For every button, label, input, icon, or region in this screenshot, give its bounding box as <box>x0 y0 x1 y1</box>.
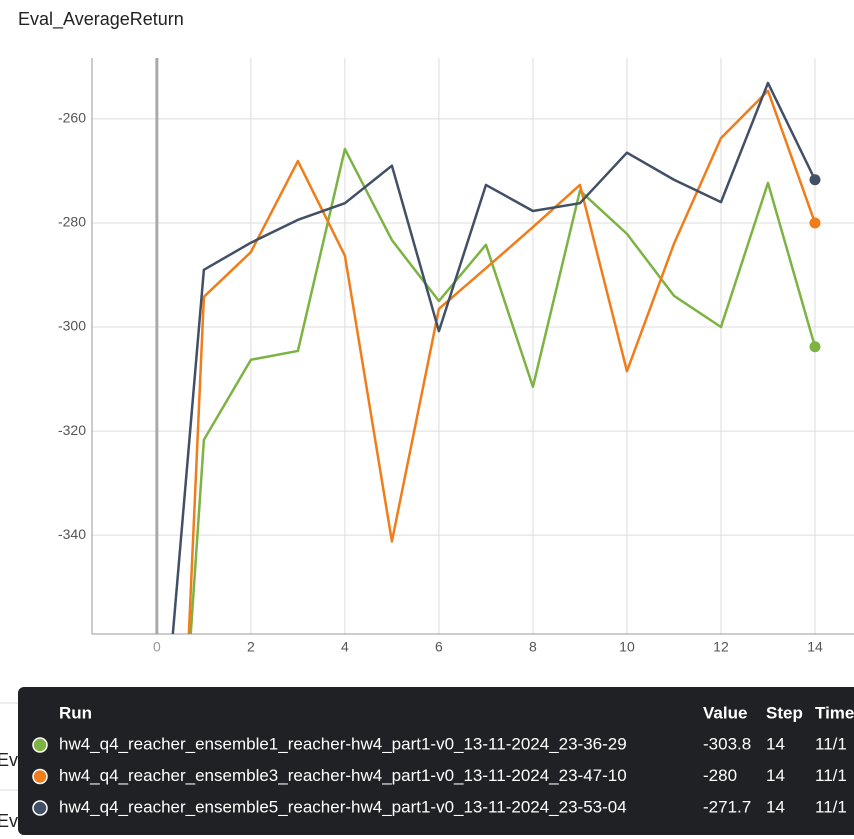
x-tick-label: 2 <box>247 639 255 655</box>
x-tick-label: 0 <box>153 639 161 655</box>
run-step: 14 <box>766 797 785 816</box>
end-point <box>809 217 821 229</box>
chart-title: Eval_AverageReturn <box>18 9 184 30</box>
y-tick-label: -280 <box>58 214 86 230</box>
run-name: hw4_q4_reacher_ensemble5_reacher-hw4_par… <box>59 797 627 816</box>
tooltip-header: Run <box>59 703 92 722</box>
run-value: -280 <box>703 766 737 785</box>
tooltip-header: Value <box>703 703 747 722</box>
tooltip: Run Value Step Time hw4_q4_reacher_ensemble1… <box>18 687 854 835</box>
x-tick-label: 8 <box>529 639 537 655</box>
run-step: 14 <box>766 734 785 753</box>
run-value: -303.8 <box>703 734 751 753</box>
x-tick-label: 4 <box>341 639 349 655</box>
run-swatch <box>32 768 48 785</box>
run-swatch <box>32 800 48 816</box>
tooltip-header: Time <box>815 703 854 722</box>
tooltip-box <box>18 687 854 835</box>
run-time: 11/1 <box>815 766 847 785</box>
run-step: 14 <box>766 766 785 785</box>
y-tick-label: -260 <box>58 110 86 126</box>
y-tick-label: -300 <box>58 318 86 334</box>
x-tick-label: 12 <box>713 639 729 655</box>
run-time: 11/1 <box>815 797 847 816</box>
tooltip-header: Step <box>766 703 803 722</box>
run-time: 11/1 <box>815 734 847 753</box>
series-line <box>187 89 817 634</box>
end-point <box>809 174 821 186</box>
run-swatch <box>32 737 48 753</box>
y-tick-label: -340 <box>58 526 86 542</box>
end-point <box>809 341 821 353</box>
y-tick-label: -320 <box>58 422 86 438</box>
series-line <box>171 81 817 634</box>
series-line <box>189 147 817 634</box>
x-tick-label: 10 <box>619 639 635 655</box>
x-tick-label: 14 <box>807 639 823 655</box>
run-value: -271.7 <box>703 797 751 816</box>
x-tick-label: 6 <box>435 639 443 655</box>
run-name: hw4_q4_reacher_ensemble3_reacher-hw4_par… <box>59 766 627 785</box>
plot-area <box>171 81 821 634</box>
run-name: hw4_q4_reacher_ensemble1_reacher-hw4_par… <box>59 734 627 753</box>
